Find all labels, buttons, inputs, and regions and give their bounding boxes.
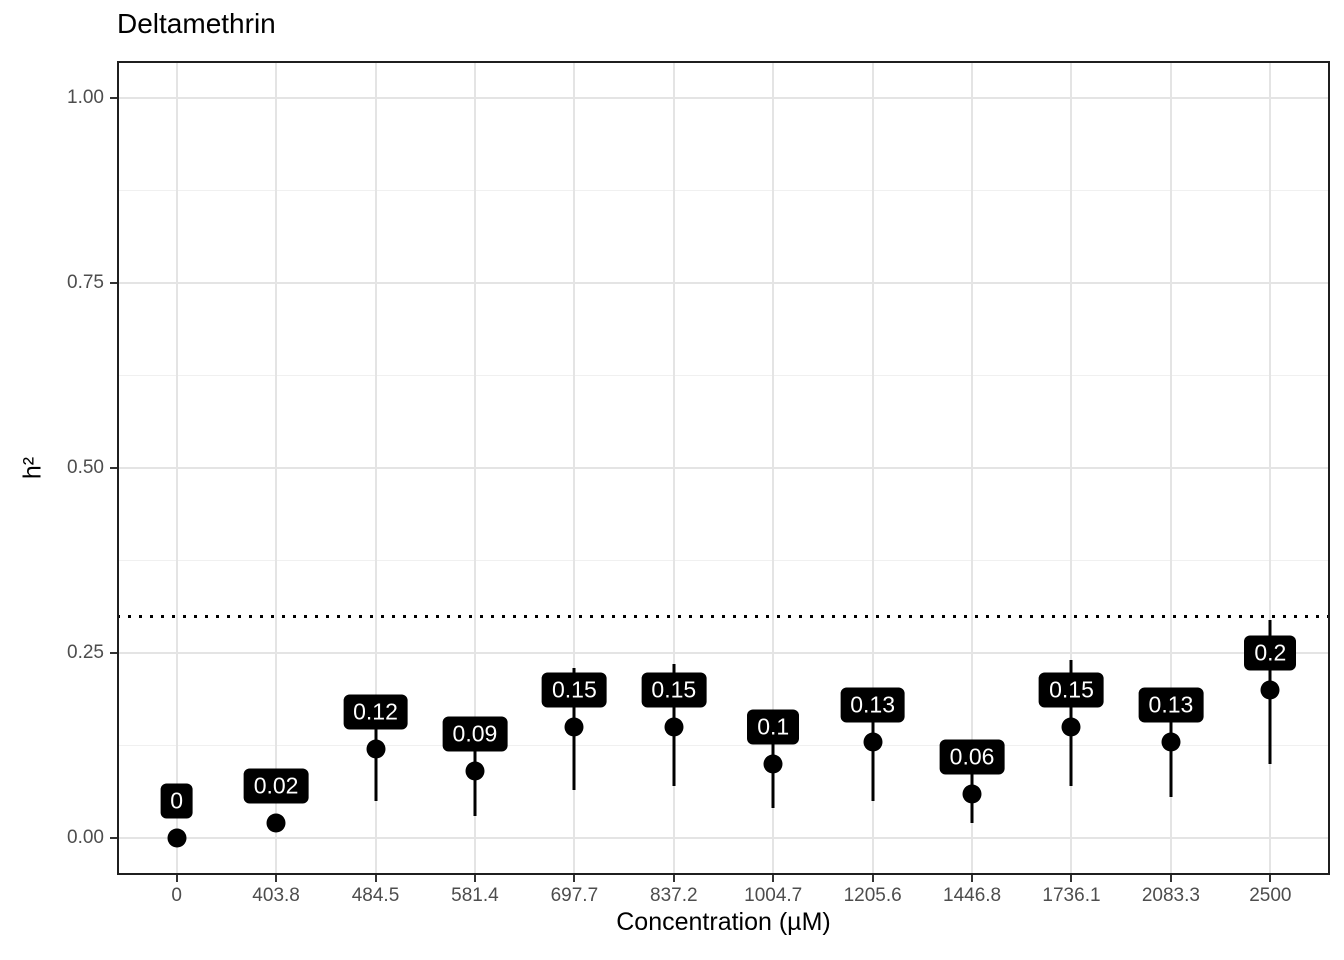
gridline-vertical (971, 61, 974, 875)
x-tick-label: 403.8 (252, 885, 300, 906)
gridline-minor (117, 560, 1330, 561)
y-tick-label: 0.00 (67, 827, 104, 848)
data-point (962, 784, 982, 804)
gridline-vertical (672, 61, 675, 875)
x-axis-tick (1269, 875, 1272, 882)
x-axis-tick (971, 875, 974, 882)
data-point (465, 761, 485, 781)
gridline-major (117, 652, 1330, 654)
point-label: 0.06 (939, 739, 1005, 775)
point-label: 0.13 (1138, 687, 1204, 723)
y-axis-tick (110, 282, 117, 284)
x-axis-tick (275, 875, 278, 882)
reference-line (117, 614, 1330, 618)
gridline-major (117, 97, 1330, 99)
data-point (763, 754, 783, 774)
point-label: 0.12 (343, 694, 408, 730)
x-axis-tick (573, 875, 576, 882)
gridline-minor (117, 745, 1330, 746)
point-label: 0.15 (541, 672, 607, 708)
x-tick-label: 581.4 (451, 885, 499, 906)
point-label: 0.02 (243, 768, 309, 804)
gridline-vertical (374, 61, 377, 875)
y-axis-tick (110, 837, 117, 839)
data-point (664, 717, 684, 737)
data-point (1161, 732, 1181, 752)
point-label: 0 (160, 783, 194, 819)
gridline-vertical (1070, 61, 1073, 875)
x-tick-label: 0 (171, 885, 182, 906)
chart-title: Deltamethrin (117, 8, 276, 39)
data-point (863, 732, 883, 752)
gridline-vertical (275, 61, 278, 875)
gridline-vertical (473, 61, 476, 875)
y-tick-label: 0.50 (67, 457, 104, 478)
x-tick-label: 697.7 (550, 885, 599, 906)
gridline-major (117, 467, 1330, 469)
x-axis-tick (1169, 875, 1172, 882)
point-label: 0.2 (1244, 635, 1297, 671)
point-label: 0.1 (747, 709, 800, 745)
data-point (564, 717, 584, 737)
x-tick-label: 1205.6 (843, 885, 902, 906)
error-bar (871, 704, 875, 801)
point-label: 0.09 (442, 716, 508, 752)
x-axis-tick (175, 875, 178, 882)
x-axis-title: Concentration (µM) (616, 908, 831, 936)
gridline-minor (117, 375, 1330, 376)
gridline-major (117, 282, 1330, 284)
x-tick-label: 1004.7 (744, 885, 803, 906)
x-axis-tick (772, 875, 775, 882)
y-axis-tick (110, 652, 117, 654)
gridline-vertical (1269, 61, 1272, 875)
point-label: 0.15 (641, 672, 707, 708)
data-point (266, 813, 286, 833)
data-point (1061, 717, 1081, 737)
y-tick-label: 0.25 (67, 642, 104, 663)
gridline-vertical (573, 61, 576, 875)
data-point (1260, 680, 1280, 700)
gridline-vertical (871, 61, 874, 875)
x-tick-label: 2500 (1249, 885, 1292, 906)
gridline-major (117, 837, 1330, 839)
gridline-vertical (175, 61, 178, 875)
y-tick-label: 0.75 (67, 272, 104, 293)
x-axis-tick (1070, 875, 1073, 882)
point-label: 0.13 (840, 687, 906, 723)
gridline-vertical (1169, 61, 1172, 875)
x-tick-label: 1736.1 (1042, 885, 1101, 906)
x-axis-tick (473, 875, 476, 882)
y-axis-tick (110, 467, 117, 469)
data-point (167, 828, 187, 848)
gridline-minor (117, 190, 1330, 191)
data-point (366, 739, 385, 759)
x-tick-label: 837.2 (650, 885, 698, 906)
x-tick-label: 484.5 (351, 885, 400, 906)
x-tick-label: 1446.8 (943, 885, 1002, 906)
gridline-vertical (772, 61, 775, 875)
x-axis-tick (871, 875, 874, 882)
y-tick-label: 1.00 (67, 87, 104, 108)
point-label: 0.15 (1039, 672, 1104, 708)
x-tick-label: 2083.3 (1141, 885, 1200, 906)
x-axis-tick (374, 875, 377, 882)
y-axis-tick (110, 97, 117, 99)
x-axis-tick (672, 875, 675, 882)
